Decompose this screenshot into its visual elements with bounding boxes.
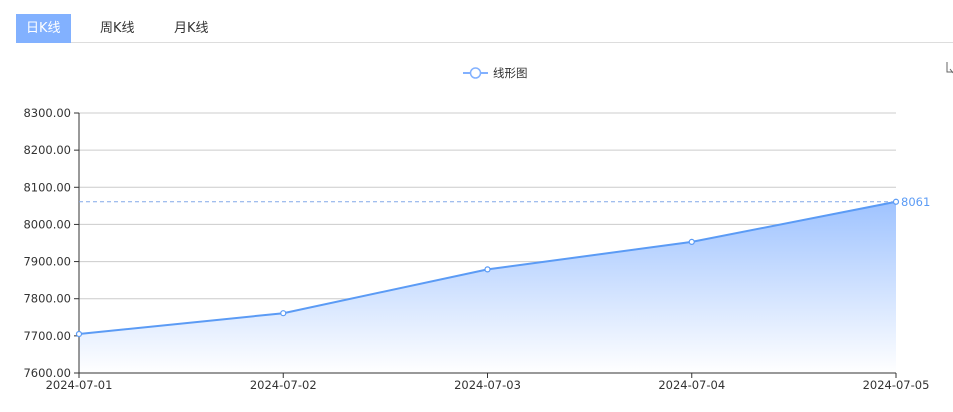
x-tick-label: 2024-07-01	[46, 378, 113, 392]
x-tick-label: 2024-07-02	[250, 378, 317, 392]
y-tick-label: 8000.00	[23, 217, 71, 231]
x-tick-label: 2024-07-05	[863, 378, 930, 392]
y-tick-label: 8200.00	[23, 143, 71, 157]
tab-weekly-k[interactable]: 周K线	[100, 21, 135, 36]
area-fill	[79, 201, 896, 373]
y-tick-label: 8100.00	[23, 180, 71, 194]
tab-daily-k[interactable]: 日K线	[16, 14, 71, 43]
legend-item[interactable]: 线形图	[463, 66, 528, 80]
period-tabs: 日K线 周K线 月K线	[16, 14, 953, 43]
data-point	[892, 198, 900, 205]
data-point	[75, 330, 83, 338]
x-tick-label: 2024-07-04	[658, 378, 725, 392]
markline-label: 8061	[901, 195, 930, 209]
y-tick-label: 7700.00	[23, 329, 71, 343]
download-icon[interactable]	[946, 62, 953, 74]
tab-monthly-k[interactable]: 月K线	[174, 21, 209, 36]
y-tick-label: 7800.00	[23, 292, 71, 306]
legend-label: 线形图	[493, 66, 528, 80]
data-point	[688, 238, 695, 245]
x-tick-label: 2024-07-03	[454, 378, 521, 392]
data-point	[280, 310, 287, 317]
y-tick-label: 8300.00	[23, 106, 71, 120]
y-tick-label: 7900.00	[23, 255, 71, 269]
data-point	[484, 266, 491, 273]
legend-circle-icon	[469, 67, 482, 79]
y-tick-label: 7600.00	[23, 366, 71, 380]
